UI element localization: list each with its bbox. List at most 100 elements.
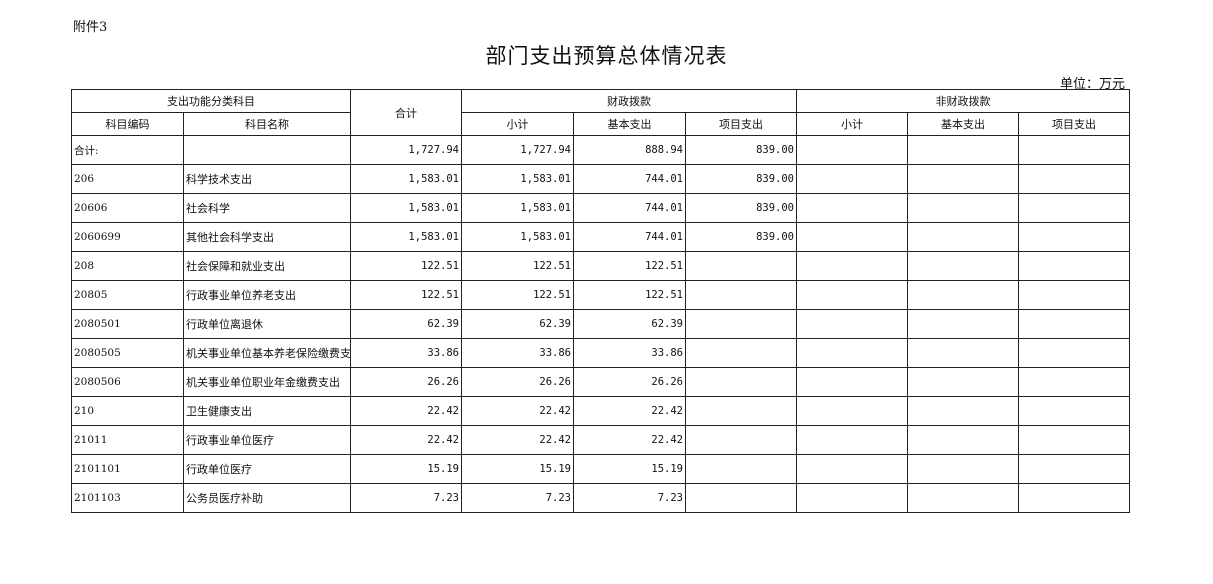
cell-n-sub <box>796 222 909 252</box>
cell-code: 合计: <box>71 135 184 165</box>
cell-total: 122.51 <box>350 251 462 281</box>
cell-n-proj <box>1018 164 1131 194</box>
cell-f-proj <box>684 280 798 310</box>
header-nonfiscal-group: 非财政拨款 <box>796 89 1131 113</box>
table-row: 2080505 机关事业单位基本养老保险缴费支出 33.86 33.86 33.86 <box>71 338 1131 368</box>
cell-total: 122.51 <box>350 280 462 310</box>
cell-f-proj <box>684 309 798 339</box>
cell-code: 2080505 <box>71 338 184 368</box>
table-row: 206 科学技术支出 1,583.01 1,583.01 744.01 839.00 <box>71 164 1131 194</box>
cell-n-sub <box>796 338 909 368</box>
cell-f-sub: 62.39 <box>461 309 574 339</box>
cell-n-sub <box>796 280 909 310</box>
cell-n-sub <box>796 164 909 194</box>
cell-total: 26.26 <box>350 367 462 397</box>
cell-code: 2101103 <box>71 483 184 513</box>
cell-n-sub <box>796 193 909 223</box>
cell-total: 62.39 <box>350 309 462 339</box>
cell-f-sub: 1,727.94 <box>461 135 574 165</box>
cell-n-proj <box>1018 135 1131 165</box>
cell-f-basic: 62.39 <box>573 309 686 339</box>
cell-code: 20805 <box>71 280 184 310</box>
cell-name: 其他社会科学支出 <box>183 222 351 252</box>
cell-n-sub <box>796 396 909 426</box>
cell-n-sub <box>796 135 909 165</box>
cell-total: 15.19 <box>350 454 462 484</box>
cell-f-sub: 26.26 <box>461 367 574 397</box>
cell-code: 2080501 <box>71 309 184 339</box>
cell-f-basic: 26.26 <box>573 367 686 397</box>
cell-f-sub: 15.19 <box>461 454 574 484</box>
cell-f-proj: 839.00 <box>684 164 798 194</box>
cell-name: 行政事业单位养老支出 <box>183 280 351 310</box>
cell-name: 公务员医疗补助 <box>183 483 351 513</box>
cell-code: 206 <box>71 164 184 194</box>
cell-f-basic: 744.01 <box>573 222 686 252</box>
cell-code: 21011 <box>71 425 184 455</box>
header-fiscal-group: 财政拨款 <box>460 89 798 113</box>
table-row: 2101103 公务员医疗补助 7.23 7.23 7.23 <box>71 483 1131 513</box>
cell-f-basic: 744.01 <box>573 193 686 223</box>
cell-f-sub: 1,583.01 <box>461 193 574 223</box>
cell-n-proj <box>1018 425 1131 455</box>
cell-n-proj <box>1018 367 1131 397</box>
cell-name: 社会科学 <box>183 193 351 223</box>
cell-f-basic: 888.94 <box>573 135 686 165</box>
cell-name: 机关事业单位职业年金缴费支出 <box>183 367 351 397</box>
cell-code: 2101101 <box>71 454 184 484</box>
attachment-label: 附件3 <box>73 20 108 35</box>
cell-n-basic <box>907 425 1020 455</box>
cell-n-basic <box>907 338 1020 368</box>
header-function-group: 支出功能分类科目 <box>71 89 351 113</box>
cell-code: 20606 <box>71 193 184 223</box>
header-nonfiscal-project: 项目支出 <box>1018 112 1131 136</box>
cell-n-basic <box>907 483 1020 513</box>
cell-f-basic: 15.19 <box>573 454 686 484</box>
cell-n-proj <box>1018 222 1131 252</box>
header-nonfiscal-subtotal: 小计 <box>796 112 909 136</box>
table-row: 208 社会保障和就业支出 122.51 122.51 122.51 <box>71 251 1131 281</box>
header-fiscal-subtotal: 小计 <box>461 112 574 136</box>
cell-n-proj <box>1018 396 1131 426</box>
table-row: 210 卫生健康支出 22.42 22.42 22.42 <box>71 396 1131 426</box>
table-row: 2080501 行政单位离退休 62.39 62.39 62.39 <box>71 309 1131 339</box>
table-row: 20805 行政事业单位养老支出 122.51 122.51 122.51 <box>71 280 1131 310</box>
cell-n-sub <box>796 483 909 513</box>
cell-f-basic: 22.42 <box>573 425 686 455</box>
cell-n-basic <box>907 367 1020 397</box>
cell-total: 7.23 <box>350 483 462 513</box>
cell-code: 208 <box>71 251 184 281</box>
cell-n-basic <box>907 454 1020 484</box>
cell-n-sub <box>796 251 909 281</box>
cell-total: 33.86 <box>350 338 462 368</box>
cell-n-sub <box>796 425 909 455</box>
cell-total: 22.42 <box>350 396 462 426</box>
cell-f-basic: 7.23 <box>573 483 686 513</box>
cell-name: 科学技术支出 <box>183 164 351 194</box>
cell-n-proj <box>1018 454 1131 484</box>
cell-f-basic: 33.86 <box>573 338 686 368</box>
cell-f-proj <box>684 251 798 281</box>
cell-f-sub: 7.23 <box>461 483 574 513</box>
header-name: 科目名称 <box>183 112 351 136</box>
cell-f-proj <box>684 425 798 455</box>
cell-n-proj <box>1018 338 1131 368</box>
table-row: 2060699 其他社会科学支出 1,583.01 1,583.01 744.01 839… <box>71 222 1131 252</box>
table-row: 21011 行政事业单位医疗 22.42 22.42 22.42 <box>71 425 1131 455</box>
cell-f-sub: 22.42 <box>461 425 574 455</box>
table-body: 合计: 1,727.94 1,727.94 888.94 839.00 206 科学技术支出… <box>71 135 1131 513</box>
header-fiscal-project: 项目支出 <box>684 112 798 136</box>
cell-f-basic: 122.51 <box>573 251 686 281</box>
cell-f-proj: 839.00 <box>684 135 798 165</box>
cell-f-proj <box>684 483 798 513</box>
cell-n-basic <box>907 251 1020 281</box>
cell-code: 2060699 <box>71 222 184 252</box>
cell-f-proj <box>684 454 798 484</box>
cell-total: 1,727.94 <box>350 135 462 165</box>
cell-f-proj: 839.00 <box>684 193 798 223</box>
table-row: 合计: 1,727.94 1,727.94 888.94 839.00 <box>71 135 1131 165</box>
budget-table: 支出功能分类科目 合计 财政拨款 非财政拨款 科目编码 科目名称 小计 基本支出… <box>71 89 1131 513</box>
cell-n-basic <box>907 222 1020 252</box>
cell-n-basic <box>907 309 1020 339</box>
cell-n-basic <box>907 164 1020 194</box>
